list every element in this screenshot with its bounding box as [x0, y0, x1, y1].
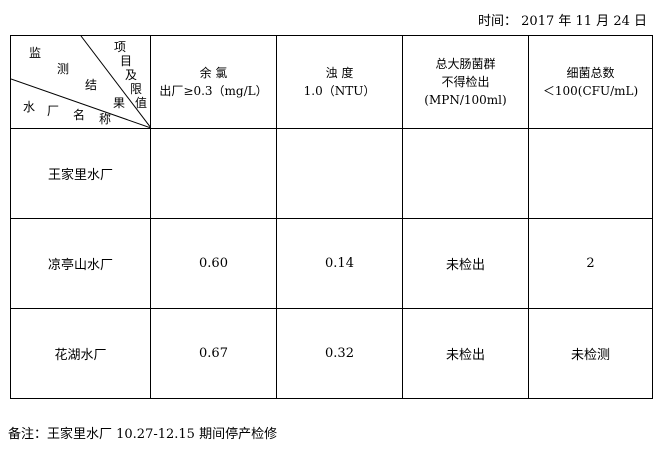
corner-label: 测 [57, 62, 70, 76]
cell: 未检测 [528, 308, 653, 399]
corner-label: 监 [29, 46, 42, 60]
header-row: 项 目 及 限 值 监 测 结 果 水 厂 名 称 余 氯出厂≥0.3（mg/L… [10, 35, 653, 129]
cell [528, 128, 653, 219]
cell: 未检出 [402, 308, 529, 399]
corner-label: 限 [130, 82, 143, 96]
corner-label: 值 [135, 96, 148, 110]
water-quality-table: 项 目 及 限 值 监 测 结 果 水 厂 名 称 余 氯出厂≥0.3（mg/L… [10, 35, 653, 399]
diagonal-header-cell: 项 目 及 限 值 监 测 结 果 水 厂 名 称 [10, 35, 151, 129]
cell: 未检出 [402, 218, 529, 309]
corner-label: 及 [125, 68, 138, 82]
cell [276, 128, 403, 219]
corner-label: 结 [85, 78, 98, 92]
header-bacteria-count: 细菌总数 ＜100(CFU/mL) [528, 35, 653, 129]
cell [402, 128, 529, 219]
corner-label: 果 [113, 96, 126, 110]
corner-label: 目 [120, 54, 133, 68]
corner-label: 水 [23, 100, 36, 114]
table-row: 凉亭山水厂 0.60 0.14 未检出 2 [10, 218, 653, 309]
header-coliform: 总大肠菌群 不得检出 (MPN/100ml) [402, 35, 529, 129]
header-turbidity: 浊 度 1.0（NTU） [276, 35, 403, 129]
plant-name: 凉亭山水厂 [10, 218, 151, 309]
table-row: 王家里水厂 [10, 128, 653, 219]
corner-label: 称 [99, 112, 112, 126]
plant-name: 花湖水厂 [10, 308, 151, 399]
cell: 0.32 [276, 308, 403, 399]
cell: 0.67 [150, 308, 277, 399]
cell: 2 [528, 218, 653, 309]
cell: 0.60 [150, 218, 277, 309]
corner-label: 名 [73, 108, 86, 122]
corner-label: 厂 [47, 104, 60, 118]
cell [150, 128, 277, 219]
plant-name: 王家里水厂 [10, 128, 151, 219]
diagonal-lines [11, 36, 151, 128]
table-row: 花湖水厂 0.67 0.32 未检出 未检测 [10, 308, 653, 399]
footnote: 备注：王家里水厂 10.27-12.15 期间停产检修 [8, 427, 278, 442]
report-date: 时间： 2017 年 11 月 24 日 [478, 14, 647, 29]
corner-label: 项 [114, 40, 127, 54]
cell: 0.14 [276, 218, 403, 309]
header-residual-chlorine: 余 氯出厂≥0.3（mg/L） [150, 35, 277, 129]
